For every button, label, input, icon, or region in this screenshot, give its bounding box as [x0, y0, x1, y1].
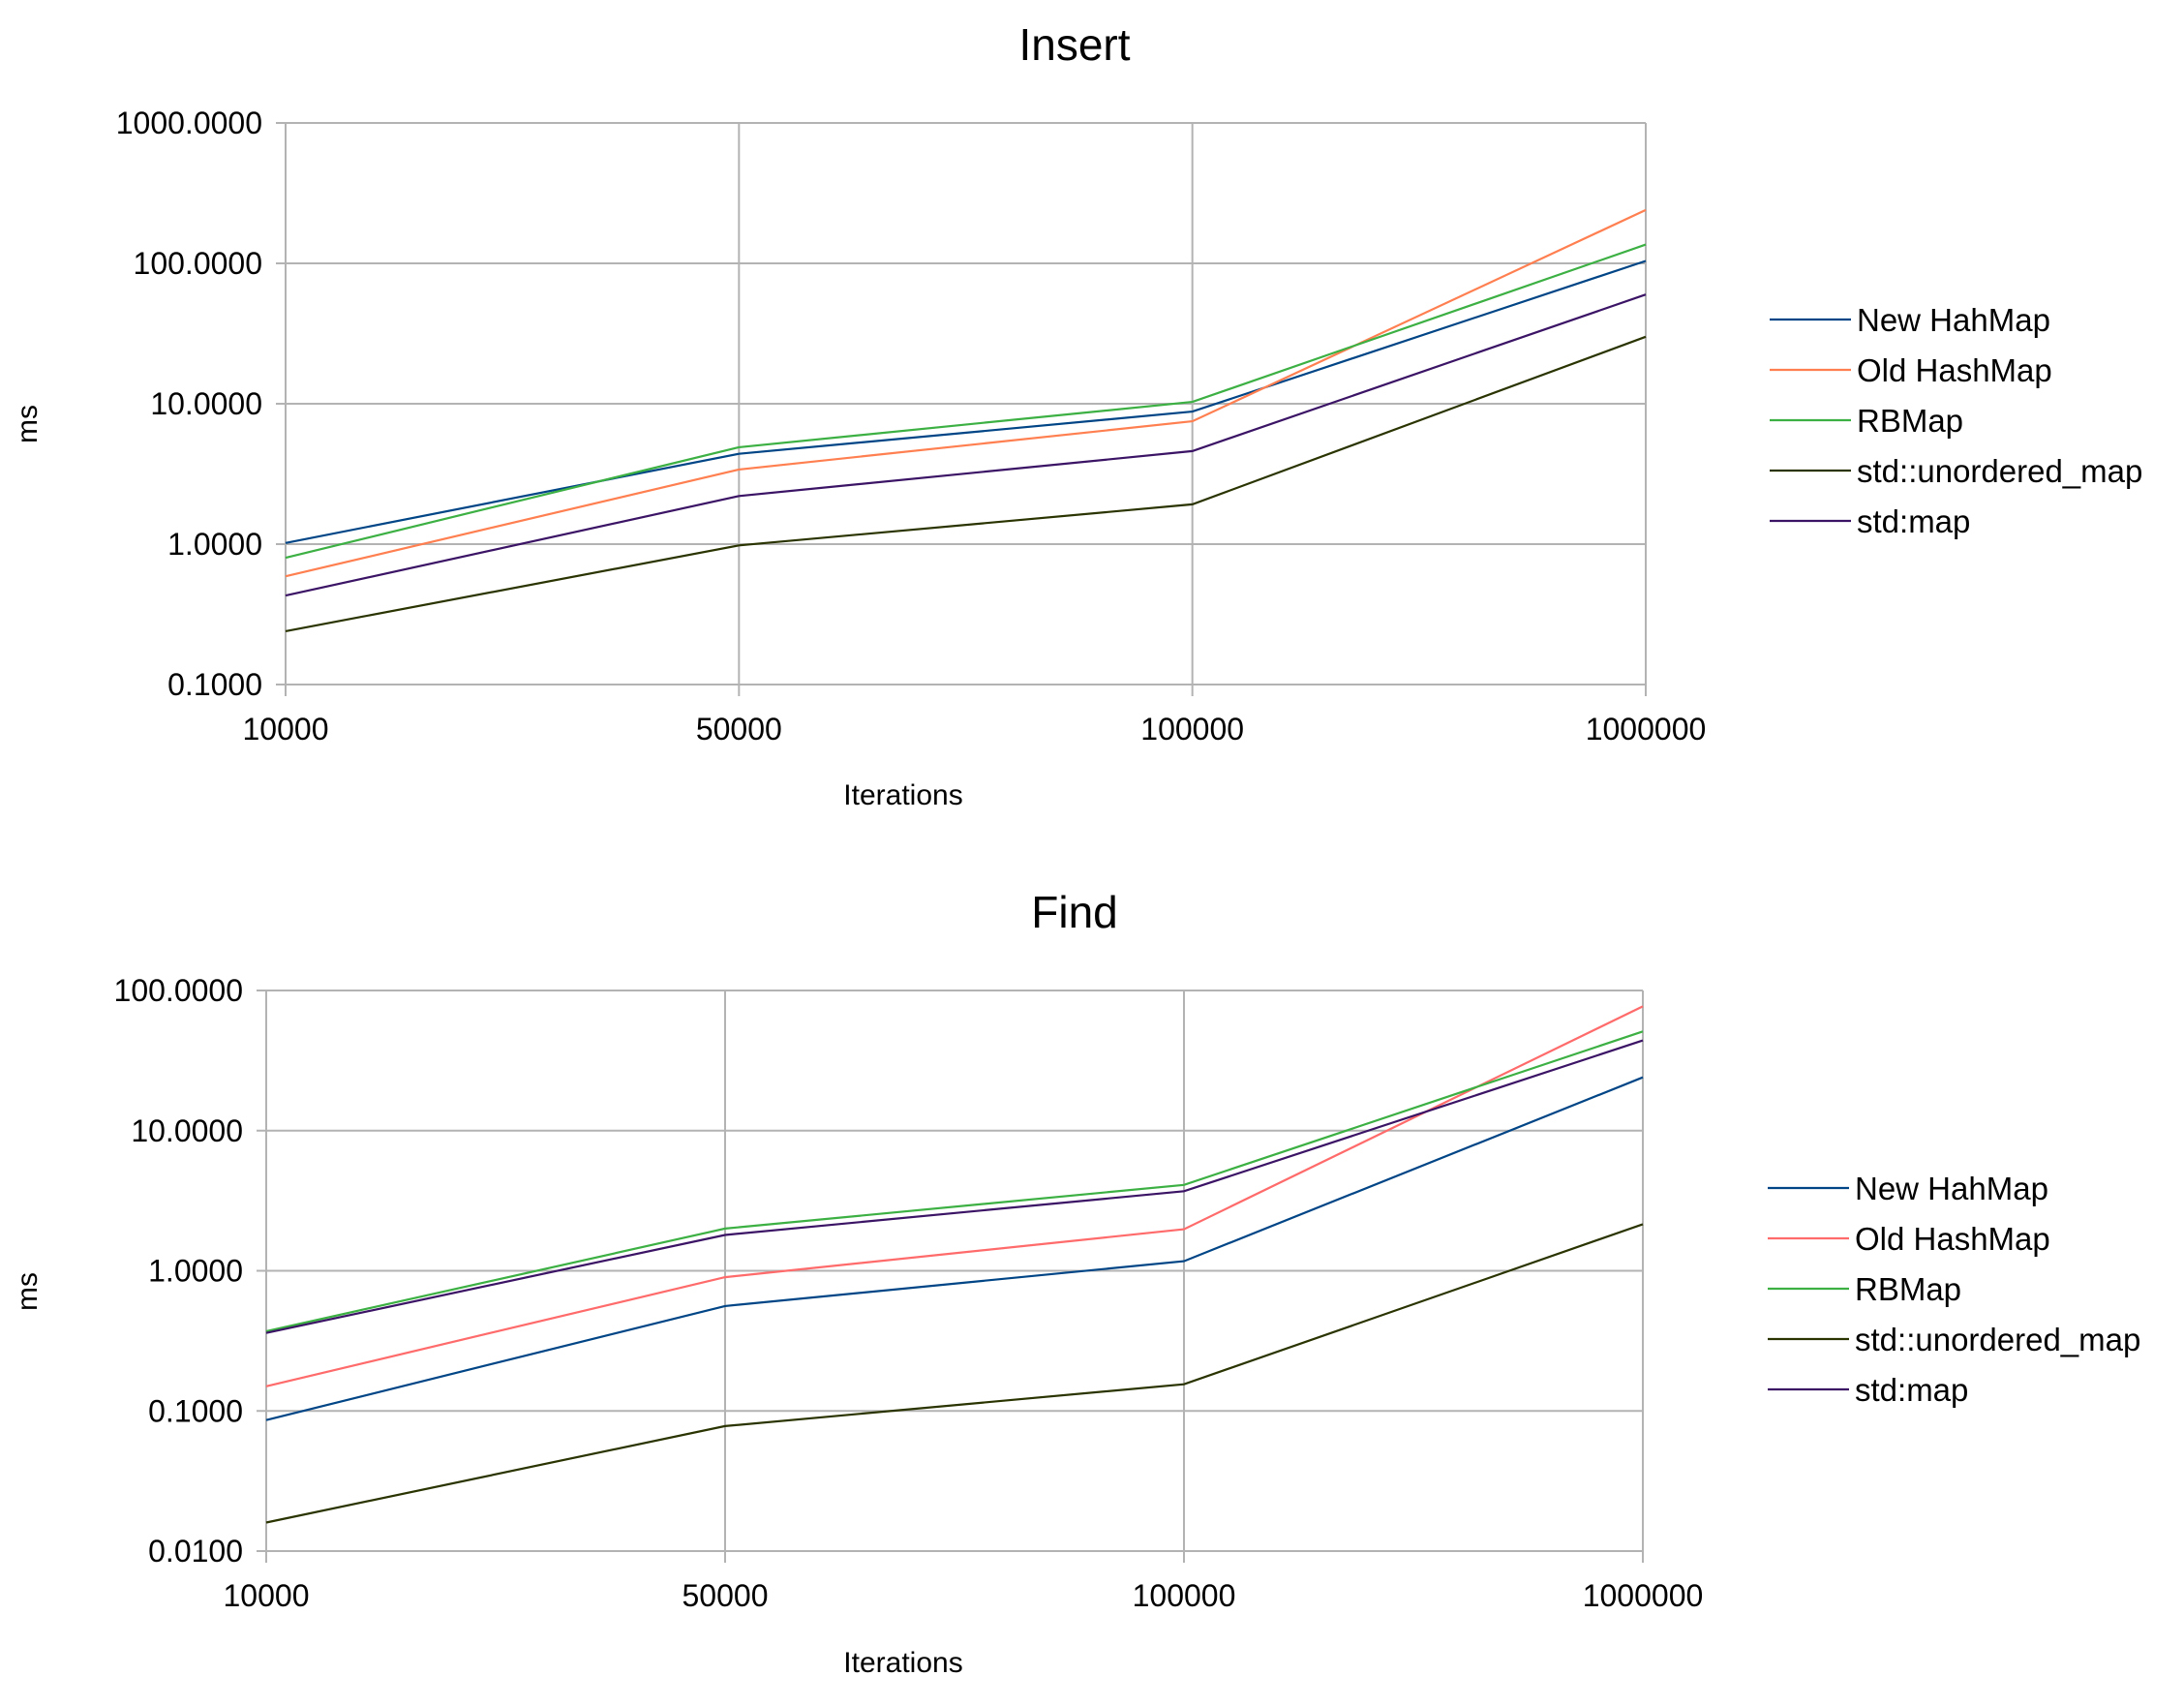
- series-lines: [285, 208, 1647, 632]
- legend-label: Old HashMap: [1855, 1221, 2050, 1257]
- y-tick-label: 1.0000: [148, 1254, 243, 1289]
- y-tick-label: 0.0100: [148, 1534, 243, 1569]
- legend-label: std::unordered_map: [1857, 453, 2142, 489]
- x-tick-label: 10000: [224, 1578, 310, 1613]
- x-tick-label: 1000000: [1586, 712, 1707, 746]
- series-line: [285, 335, 1647, 632]
- y-tick-label: 10.0000: [150, 386, 262, 421]
- y-tick-label: 1000.0000: [116, 106, 262, 140]
- x-axis-label: Iterations: [843, 1647, 962, 1679]
- y-tick-label: 0.1000: [167, 667, 262, 702]
- series-line: [285, 259, 1647, 544]
- legend-label: std::unordered_map: [1855, 1322, 2140, 1357]
- x-tick-label: 10000: [243, 712, 329, 746]
- y-tick-label: 100.0000: [134, 246, 262, 281]
- insert-chart: Insert 1000.0000 100.0000 10.0000 1.0000 0.1…: [12, 19, 2142, 811]
- legend-label: New HahMap: [1855, 1171, 2048, 1206]
- grid: [257, 990, 1644, 1563]
- y-tick-label: 1.0000: [167, 527, 262, 562]
- series-line: [265, 1005, 1644, 1387]
- x-tick-label: 50000: [682, 1578, 769, 1613]
- series-lines: [265, 1005, 1644, 1524]
- series-line: [285, 208, 1647, 578]
- y-tick-labels: 1000.0000 100.0000 10.0000 1.0000 0.1000: [116, 106, 262, 702]
- legend-label: std:map: [1855, 1372, 1968, 1408]
- series-line: [265, 1039, 1644, 1334]
- grid: [276, 122, 1647, 696]
- x-tick-label: 100000: [1140, 712, 1244, 746]
- x-axis-label: Iterations: [843, 779, 962, 811]
- chart-title: Find: [1031, 887, 1117, 937]
- series-line: [265, 1030, 1644, 1333]
- series-line: [285, 243, 1647, 560]
- x-tick-label: 1000000: [1583, 1578, 1704, 1613]
- x-tick-label: 50000: [696, 712, 782, 746]
- series-line: [265, 1076, 1644, 1421]
- y-tick-label: 100.0000: [114, 973, 243, 1008]
- legend-label: New HahMap: [1857, 302, 2050, 338]
- legend-label: std:map: [1857, 503, 1970, 539]
- y-tick-label: 10.0000: [131, 1113, 243, 1148]
- series-line: [285, 293, 1647, 597]
- find-chart: Find 100.0000 10.0000 1.0000 0.1000 0.0100 1…: [12, 887, 2140, 1679]
- chart-title: Insert: [1018, 19, 1130, 70]
- series-line: [265, 1223, 1644, 1524]
- y-tick-label: 0.1000: [148, 1393, 243, 1428]
- x-tick-labels: 10000 50000 100000 1000000: [243, 712, 1707, 746]
- y-axis-label: ms: [12, 405, 44, 443]
- y-tick-labels: 100.0000 10.0000 1.0000 0.1000 0.0100: [114, 973, 243, 1569]
- legend-label: Old HashMap: [1857, 352, 2052, 388]
- x-tick-label: 100000: [1133, 1578, 1236, 1613]
- y-axis-label: ms: [12, 1272, 44, 1311]
- legend-label: RBMap: [1857, 403, 1963, 439]
- legend-label: RBMap: [1855, 1271, 1961, 1307]
- x-tick-labels: 10000 50000 100000 1000000: [224, 1578, 1704, 1613]
